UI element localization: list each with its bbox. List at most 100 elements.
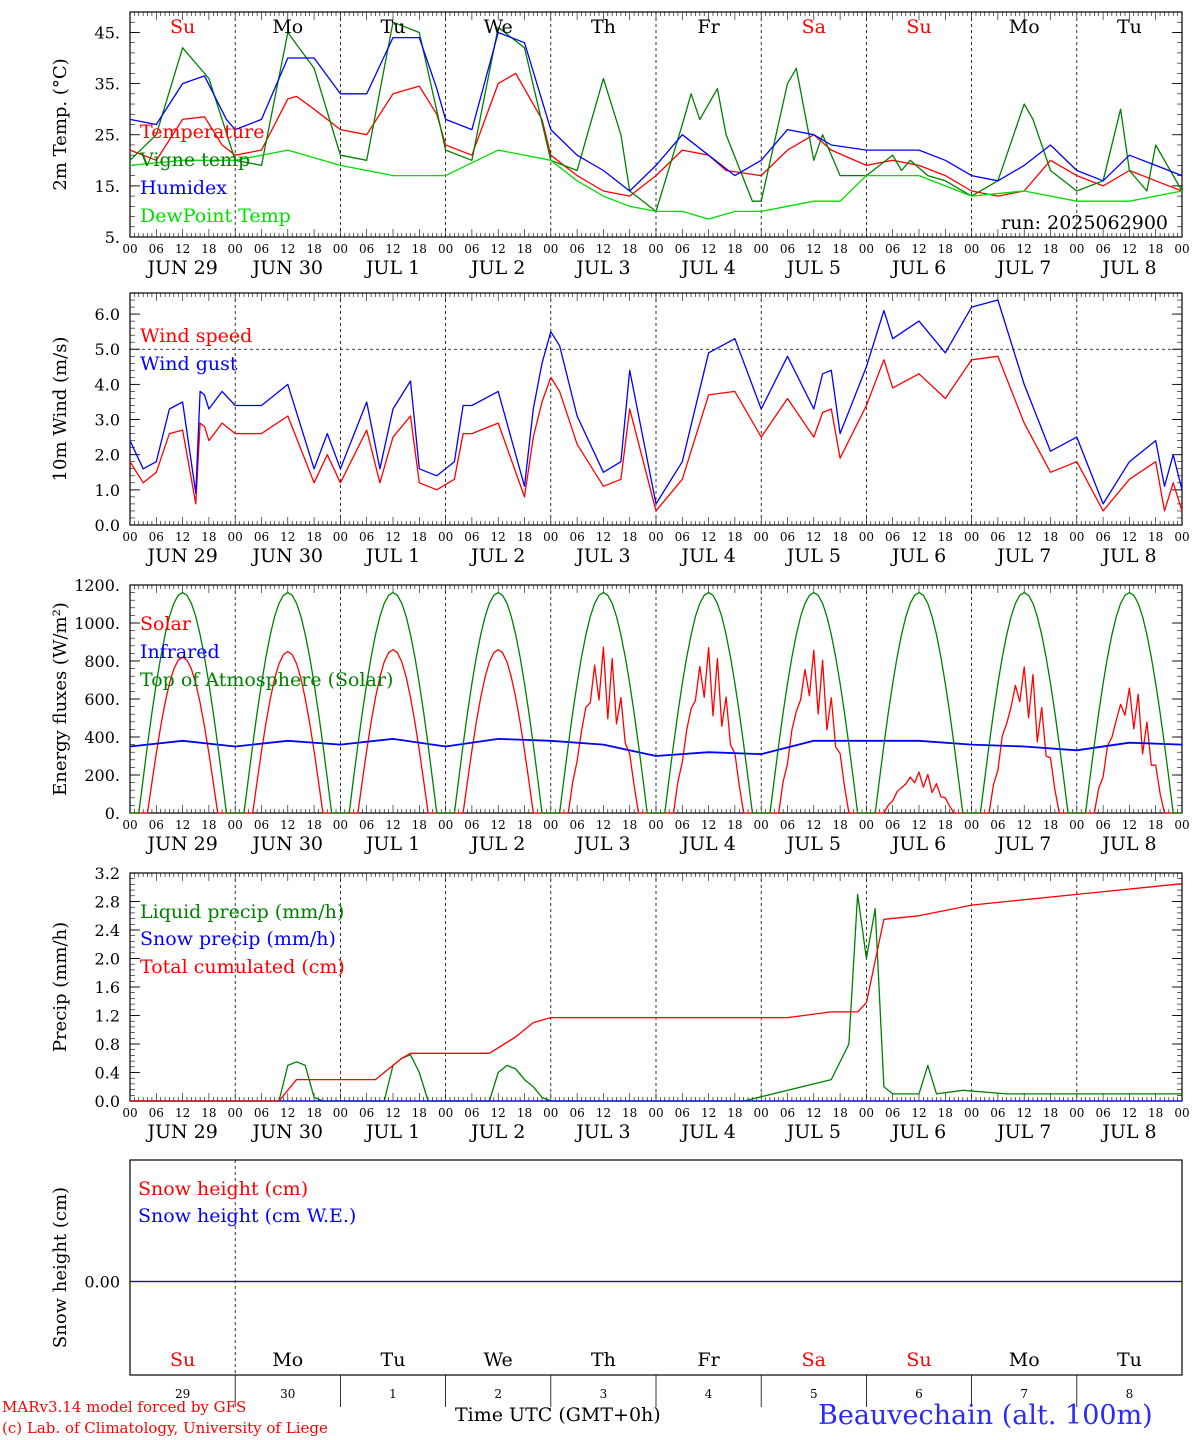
hour-tick-label: 18 <box>832 1106 847 1120</box>
hour-tick-label: 06 <box>254 242 269 256</box>
series-line-total-cumulated-cm- <box>130 883 1183 1102</box>
legend-entry: Vigne temp <box>139 149 250 171</box>
hour-tick-label: 06 <box>885 1106 900 1120</box>
hour-tick-label: 12 <box>806 242 821 256</box>
hour-tick-label: 06 <box>675 530 690 544</box>
hour-tick-label: 12 <box>806 1106 821 1120</box>
hour-tick-label: 00 <box>964 242 979 256</box>
weekday-label-top: Mo <box>1009 16 1040 38</box>
date-label: JUL 8 <box>1100 257 1156 279</box>
series-line-infrared <box>129 738 1183 757</box>
hour-tick-label: 00 <box>543 242 558 256</box>
hour-tick-label: 00 <box>228 1106 243 1120</box>
hour-tick-label: 12 <box>596 1106 611 1120</box>
y-tick-label: 15. <box>95 177 120 196</box>
hour-tick-label: 06 <box>254 818 269 832</box>
hour-tick-label: 18 <box>727 530 742 544</box>
date-label: JUL 4 <box>679 1121 735 1143</box>
y-tick-label: 4.0 <box>95 375 120 394</box>
hour-tick-label: 18 <box>412 242 427 256</box>
day-number-label: 3 <box>600 1387 608 1401</box>
legend-entry: Humidex <box>140 177 227 199</box>
hour-tick-label: 00 <box>754 530 769 544</box>
y-tick-label: 5.0 <box>95 340 120 359</box>
hour-tick-label: 00 <box>1174 530 1189 544</box>
series-line-vigne-temp <box>129 21 1183 213</box>
hour-tick-label: 18 <box>727 242 742 256</box>
hour-tick-label: 12 <box>491 818 506 832</box>
hour-tick-label: 00 <box>543 1106 558 1120</box>
date-label: JUN 30 <box>251 1121 323 1143</box>
hour-tick-label: 18 <box>1148 242 1163 256</box>
hour-tick-label: 18 <box>517 242 532 256</box>
date-label: JUL 3 <box>574 257 630 279</box>
hour-tick-label: 12 <box>280 818 295 832</box>
legend-entry: Liquid precip (mm/h) <box>140 901 344 923</box>
date-label: JUN 30 <box>251 257 323 279</box>
hour-tick-label: 00 <box>859 242 874 256</box>
hour-tick-label: 00 <box>1069 242 1084 256</box>
hour-tick-label: 18 <box>412 1106 427 1120</box>
hour-tick-label: 00 <box>648 818 663 832</box>
hour-tick-label: 00 <box>648 242 663 256</box>
date-label: JUL 3 <box>574 545 630 567</box>
panel-temperature <box>129 11 1183 238</box>
hour-tick-label: 12 <box>911 818 926 832</box>
hour-tick-label: 12 <box>175 1106 190 1120</box>
hour-tick-label: 12 <box>806 818 821 832</box>
hour-tick-label: 06 <box>780 530 795 544</box>
hour-tick-label: 00 <box>438 242 453 256</box>
hour-tick-label: 18 <box>1148 818 1163 832</box>
hour-tick-label: 06 <box>149 242 164 256</box>
hour-tick-label: 12 <box>1017 818 1032 832</box>
legend-entry: DewPoint Temp <box>140 205 291 227</box>
weekday-label-top: Su <box>170 16 195 38</box>
hour-tick-label: 12 <box>385 530 400 544</box>
hour-tick-label: 12 <box>1122 242 1137 256</box>
hour-tick-label: 18 <box>832 242 847 256</box>
date-label: JUL 2 <box>469 545 525 567</box>
day-number-label: 5 <box>810 1387 818 1401</box>
hour-tick-label: 06 <box>885 242 900 256</box>
y-tick-label: 1200. <box>74 576 120 595</box>
hour-tick-label: 06 <box>990 530 1005 544</box>
hour-tick-label: 12 <box>806 530 821 544</box>
date-label: JUL 7 <box>995 257 1051 279</box>
weekday-label-bottom: Th <box>591 1349 616 1371</box>
date-label: JUN 29 <box>145 833 217 855</box>
weekday-label-bottom: Su <box>170 1349 195 1371</box>
hour-tick-label: 18 <box>1148 530 1163 544</box>
date-label: JUN 30 <box>251 545 323 567</box>
hour-tick-label: 00 <box>754 242 769 256</box>
hour-tick-label: 12 <box>491 530 506 544</box>
hour-tick-label: 06 <box>464 1106 479 1120</box>
hour-tick-label: 06 <box>569 1106 584 1120</box>
date-label: JUL 3 <box>574 833 630 855</box>
hour-tick-label: 12 <box>701 530 716 544</box>
y-tick-label: 0. <box>105 804 120 823</box>
hour-tick-label: 18 <box>201 818 216 832</box>
hour-tick-label: 12 <box>701 818 716 832</box>
hour-tick-label: 00 <box>1174 1106 1189 1120</box>
hour-tick-label: 18 <box>1148 1106 1163 1120</box>
hour-tick-label: 06 <box>1095 242 1110 256</box>
y-tick-label: 25. <box>95 126 120 145</box>
legend-entry: Wind speed <box>140 325 252 347</box>
series-line-wind-gust <box>129 299 1183 505</box>
hour-tick-label: 00 <box>1069 818 1084 832</box>
y-tick-label: 0.8 <box>95 1035 120 1054</box>
hour-tick-label: 00 <box>122 818 137 832</box>
hour-tick-label: 12 <box>1017 242 1032 256</box>
hour-tick-label: 18 <box>832 530 847 544</box>
y-tick-label: 2.0 <box>95 446 120 465</box>
hour-tick-label: 18 <box>622 530 637 544</box>
hour-tick-label: 18 <box>1043 530 1058 544</box>
y-tick-label: 2.4 <box>95 921 120 940</box>
weekday-label-bottom: Mo <box>1009 1349 1040 1371</box>
hour-tick-label: 18 <box>517 1106 532 1120</box>
y-tick-label: 1000. <box>74 614 120 633</box>
hour-tick-label: 18 <box>832 818 847 832</box>
run-label: run: 2025062900 <box>1001 212 1168 234</box>
hour-tick-label: 18 <box>412 530 427 544</box>
